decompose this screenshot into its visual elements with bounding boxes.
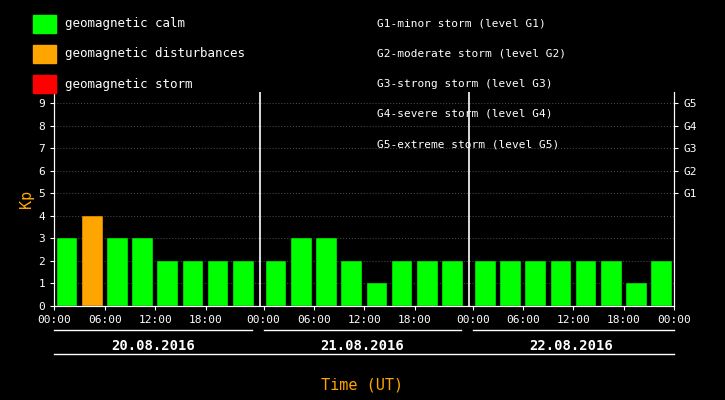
Bar xyxy=(576,261,597,306)
Text: 21.08.2016: 21.08.2016 xyxy=(320,339,405,353)
Bar xyxy=(526,261,546,306)
Bar xyxy=(183,261,203,306)
Bar xyxy=(107,238,128,306)
Bar xyxy=(266,261,286,306)
Bar xyxy=(626,284,647,306)
Bar xyxy=(475,261,496,306)
Text: G5-extreme storm (level G5): G5-extreme storm (level G5) xyxy=(377,139,559,149)
Text: 20.08.2016: 20.08.2016 xyxy=(112,339,195,353)
Bar xyxy=(550,261,571,306)
Text: geomagnetic storm: geomagnetic storm xyxy=(65,78,193,90)
Bar xyxy=(392,261,413,306)
Bar xyxy=(601,261,621,306)
Bar xyxy=(316,238,337,306)
Y-axis label: Kp: Kp xyxy=(20,190,34,208)
Bar xyxy=(341,261,362,306)
Bar xyxy=(442,261,463,306)
Bar xyxy=(157,261,178,306)
Bar xyxy=(291,238,312,306)
Text: Time (UT): Time (UT) xyxy=(321,377,404,392)
Text: geomagnetic disturbances: geomagnetic disturbances xyxy=(65,48,245,60)
Bar xyxy=(57,238,78,306)
Text: G4-severe storm (level G4): G4-severe storm (level G4) xyxy=(377,109,552,119)
Text: G2-moderate storm (level G2): G2-moderate storm (level G2) xyxy=(377,49,566,59)
Text: 22.08.2016: 22.08.2016 xyxy=(530,339,613,353)
Text: G1-minor storm (level G1): G1-minor storm (level G1) xyxy=(377,19,546,29)
Bar xyxy=(233,261,254,306)
Bar xyxy=(367,284,387,306)
Bar xyxy=(132,238,153,306)
Bar xyxy=(82,216,102,306)
Bar xyxy=(651,261,672,306)
Text: geomagnetic calm: geomagnetic calm xyxy=(65,18,186,30)
Bar xyxy=(208,261,228,306)
Bar xyxy=(500,261,521,306)
Bar xyxy=(417,261,438,306)
Text: G3-strong storm (level G3): G3-strong storm (level G3) xyxy=(377,79,552,89)
